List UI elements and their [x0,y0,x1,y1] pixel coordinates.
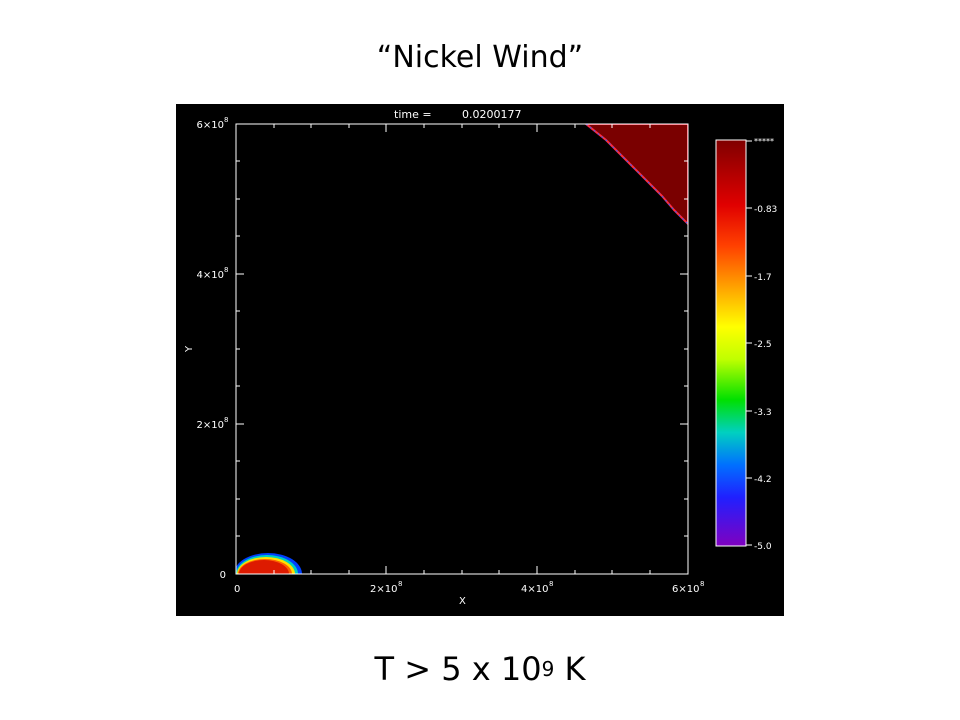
x-tick-label: 0 [234,584,240,595]
x-tick-exponent: 8 [700,580,704,588]
simulation-field [236,124,688,574]
colorbar [715,139,747,547]
colorbar-label: -0.83 [754,205,777,215]
time-label: time = [394,108,432,121]
y-tick-label: 2×10 [197,420,224,431]
caption-main: T > 5 x 10 [374,650,542,688]
slide-title: “Nickel Wind” [376,40,584,75]
x-tick-exponent: 8 [549,580,553,588]
y-axis-ticks [236,123,688,575]
y-tick-exponent: 8 [224,266,228,274]
x-axis-label: X [459,596,466,607]
x-tick-label: 6×10 [672,584,699,595]
plot-svg: time = 0.0200177 [184,108,777,607]
caption-unit: K [554,650,586,688]
colorbar-label: -3.3 [754,408,772,418]
x-tick-label: 2×10 [370,584,397,595]
y-tick-label: 6×10 [197,120,224,131]
y-axis-label: Y [184,345,195,353]
hot-blob-origin [236,553,302,574]
x-tick-label: 4×10 [521,584,548,595]
plot-axes [235,123,689,575]
y-tick-exponent: 8 [224,416,228,424]
x-axis-ticks [235,124,689,574]
slide-caption: T > 5 x 109 K [0,650,960,688]
y-tick-label: 0 [220,570,226,581]
y-tick-exponent: 8 [224,116,228,124]
colorbar-label: -5.0 [754,542,772,552]
simulation-plot: time = 0.0200177 [176,104,784,616]
y-tick-label: 4×10 [197,270,224,281]
colorbar-label: ***** [754,137,774,146]
colorbar-label: -4.2 [754,475,772,485]
time-value: 0.0200177 [462,108,522,121]
caption-exponent: 9 [541,657,555,681]
x-tick-exponent: 8 [398,580,402,588]
colorbar-label: -1.7 [754,273,772,283]
colorbar-ticks [746,140,752,546]
colorbar-label: -2.5 [754,340,772,350]
